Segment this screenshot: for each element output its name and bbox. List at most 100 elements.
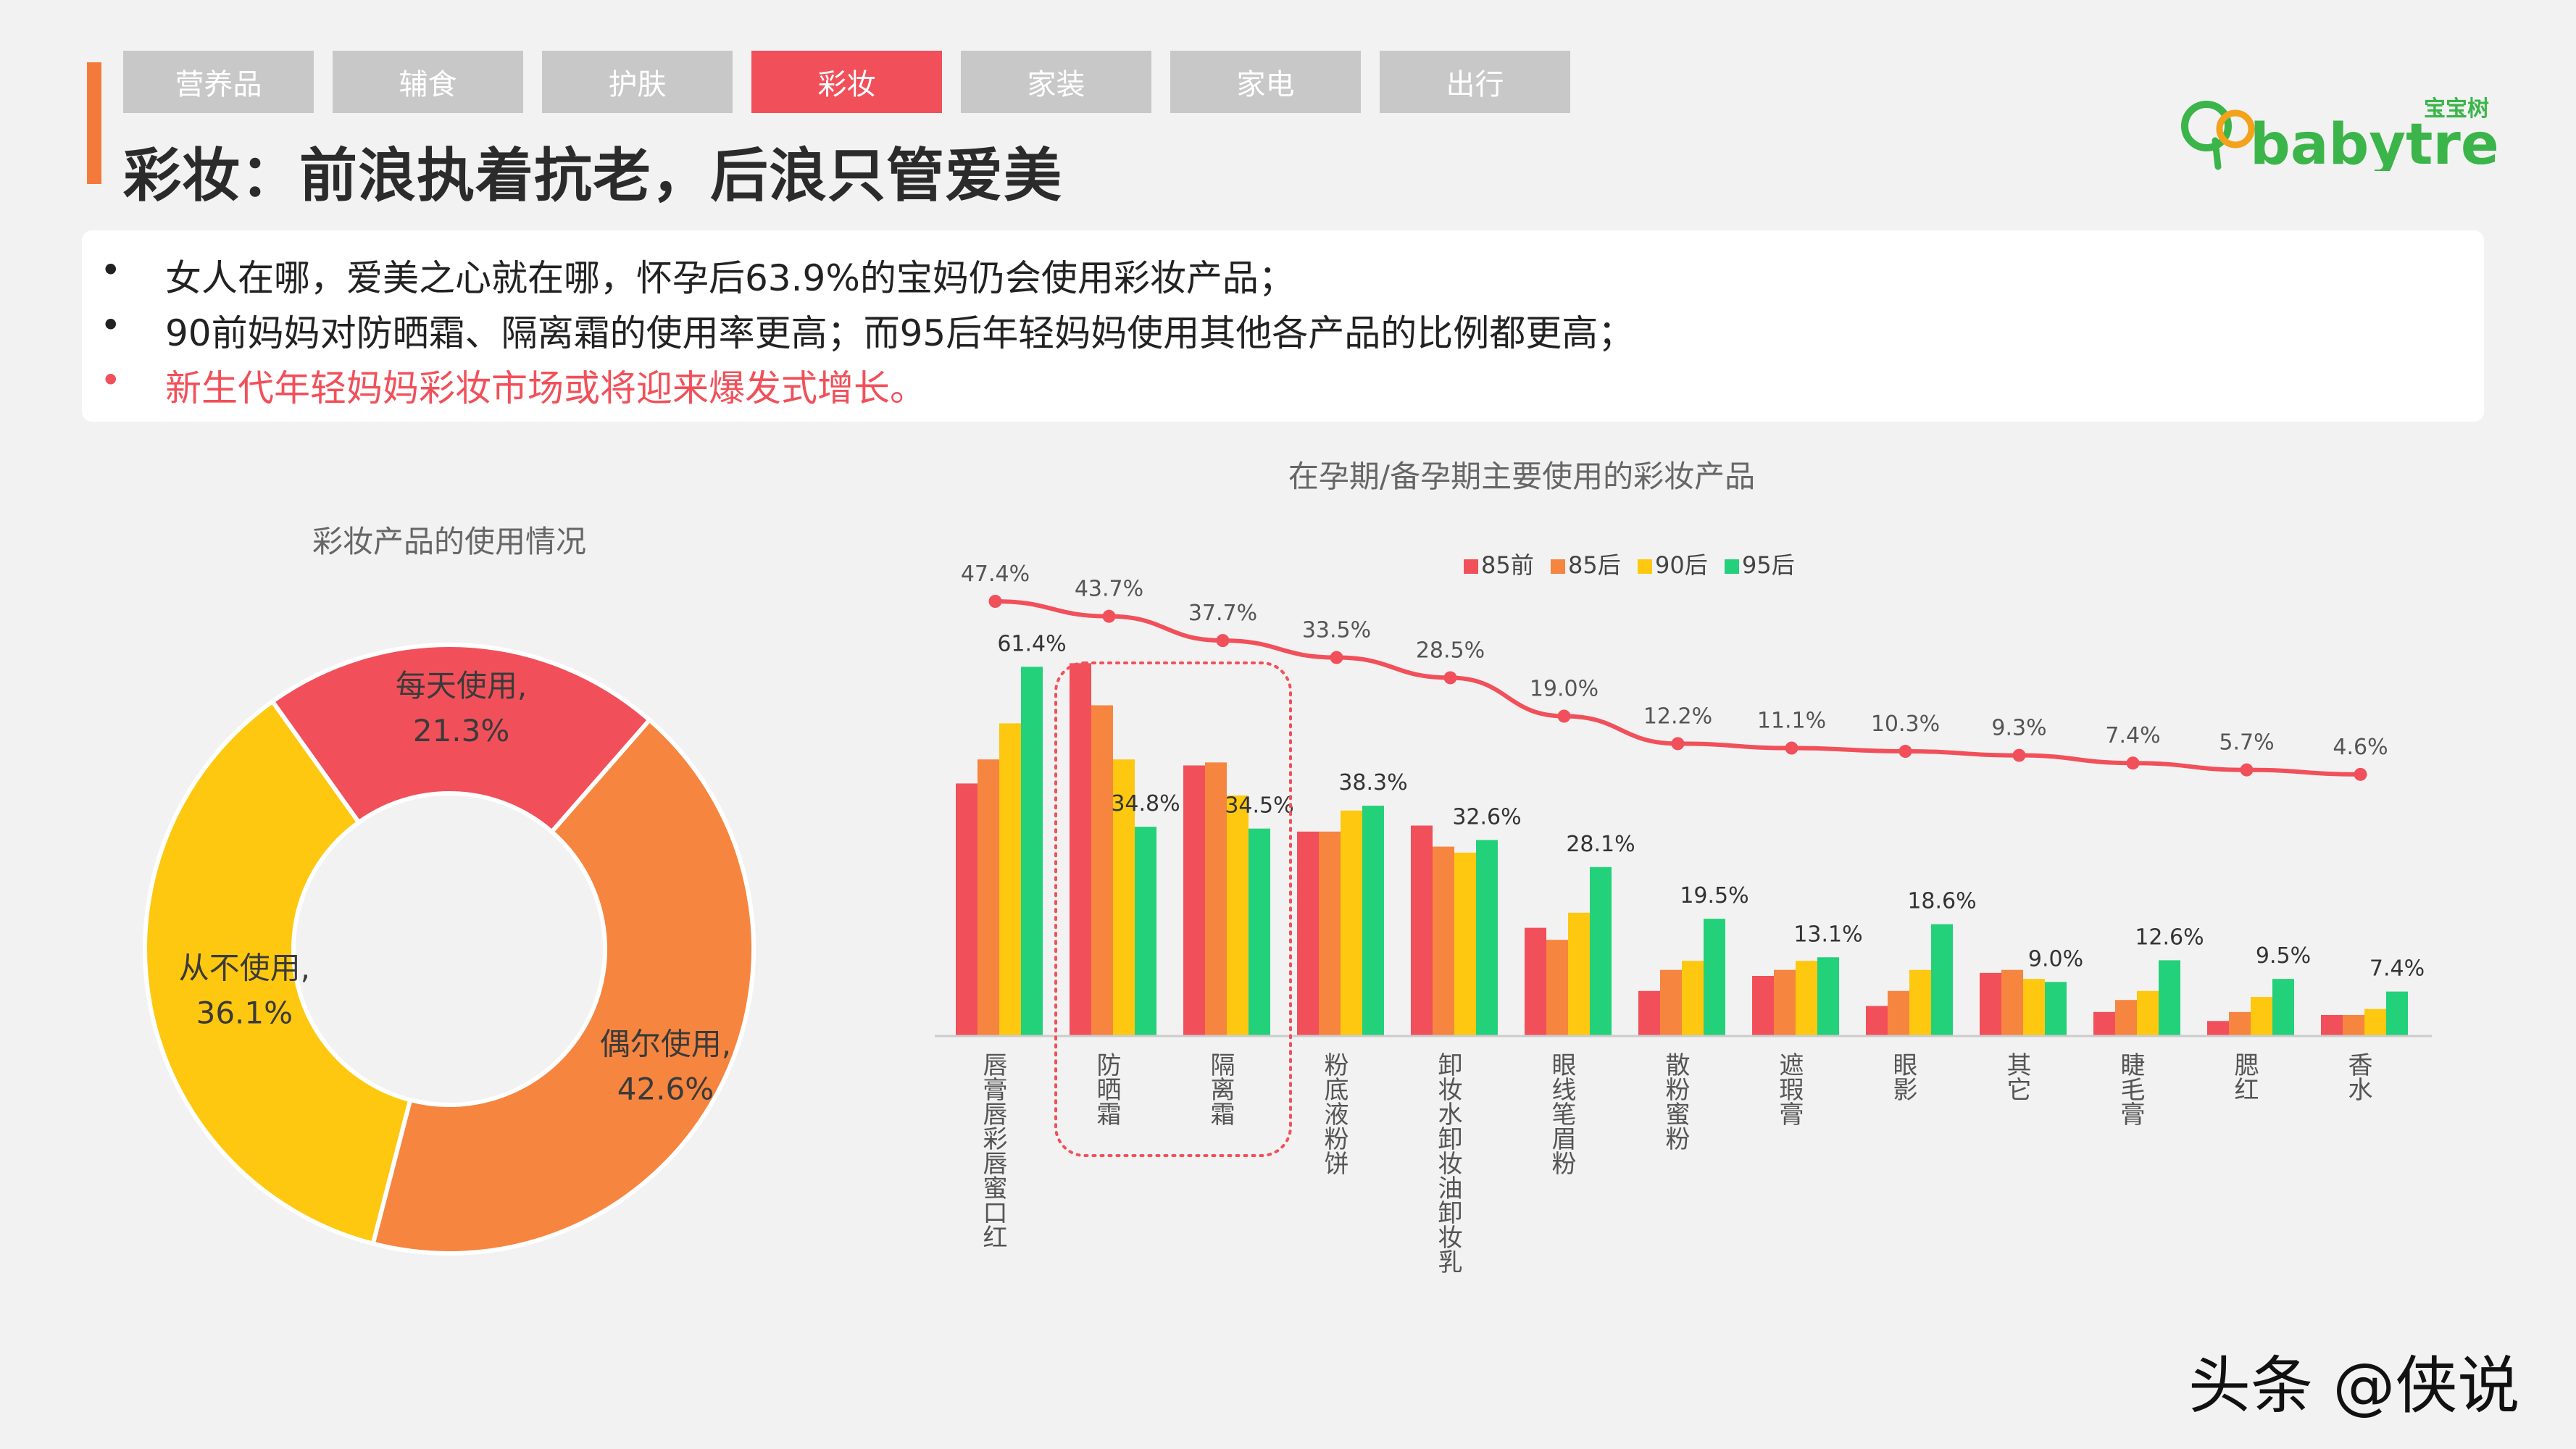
tab-makeup[interactable]: 彩妆 [751, 51, 942, 113]
bar-value-label: 7.4% [2369, 956, 2425, 982]
babytree-logo: 宝宝树 babytree [2181, 96, 2496, 171]
line-point [1443, 671, 1457, 685]
category-label: 散 [1666, 1051, 1691, 1080]
category-label: 粉 [1325, 1125, 1349, 1154]
bar [2001, 969, 2023, 1036]
logo-word: babytree [2250, 112, 2496, 171]
bar [1704, 919, 1725, 1036]
category-label: 唇 [983, 1150, 1008, 1179]
tab-complementary-food[interactable]: 辅食 [333, 51, 523, 113]
bar [1433, 846, 1454, 1036]
legend-label: 90后 [1655, 551, 1708, 579]
category-label: 它 [2007, 1076, 2032, 1105]
line-value-label: 9.3% [1991, 716, 2046, 741]
line-value-label: 10.3% [1871, 711, 1940, 737]
line-point [1216, 634, 1230, 648]
line-point [1557, 709, 1571, 723]
line-point [2126, 756, 2140, 770]
bar [1227, 796, 1249, 1036]
line-point [988, 595, 1002, 608]
category-label: 晒 [1097, 1076, 1122, 1105]
bullet-text: 女人在哪，爱美之心就在哪，怀孕后63.9%的宝妈仍会使用彩妆产品； [165, 257, 1295, 299]
line-point [2012, 748, 2026, 762]
category-label: 笔 [1552, 1101, 1577, 1129]
bar [1638, 990, 1660, 1036]
bar-value-label: 32.6% [1452, 804, 1521, 830]
bar [1525, 927, 1546, 1036]
line-value-label: 11.1% [1757, 709, 1826, 734]
bar [1590, 867, 1612, 1036]
legend-swatch [1638, 559, 1652, 574]
bar [1546, 940, 1568, 1036]
tab-skincare[interactable]: 护肤 [542, 51, 733, 113]
line-point [1102, 609, 1116, 623]
tab-appliances[interactable]: 家电 [1170, 51, 1361, 113]
highlight-box [1054, 661, 1292, 1157]
legend-swatch [1551, 559, 1565, 574]
pie-slice-value: 36.1% [196, 995, 293, 1030]
bar [999, 723, 1021, 1036]
tab-nutrition[interactable]: 营养品 [123, 51, 314, 113]
bar [1476, 840, 1498, 1036]
bar [1070, 663, 1091, 1036]
bar [1341, 810, 1362, 1036]
category-label: 香 [2348, 1051, 2373, 1080]
category-label: 粉 [1552, 1150, 1577, 1179]
page-title: 彩妆：前浪执着抗老，后浪只管爱美 [123, 142, 1062, 209]
bar [2386, 991, 2408, 1036]
category-label: 红 [2235, 1076, 2259, 1105]
category-label: 蜜 [983, 1174, 1008, 1203]
line-value-label: 28.5% [1416, 638, 1485, 663]
chart-legend: 85前 85后 90后 95后 [1464, 551, 1795, 579]
bar [1817, 957, 1839, 1036]
bar [1866, 1006, 1888, 1036]
category-label: 彩 [983, 1125, 1008, 1154]
tab-travel[interactable]: 出行 [1380, 51, 1570, 113]
bullet-dot: • [100, 359, 122, 401]
category-label: 霜 [1211, 1101, 1235, 1129]
bar [1205, 762, 1227, 1036]
bar [1319, 831, 1341, 1036]
category-label: 红 [983, 1224, 1008, 1253]
usage-donut-chart: 彩妆产品的使用情况 每天使用, 21.3% 偶尔使用, 42.6% 从不使用, 36.1% [143, 524, 756, 1256]
bar [1454, 852, 1476, 1036]
pie-slice-label: 每天使用, [396, 668, 527, 703]
bar [2023, 979, 2045, 1036]
line-value-label: 12.2% [1643, 703, 1712, 729]
bar-value-label: 9.0% [2028, 946, 2083, 972]
bullet-item: • 90前妈妈对防晒霜、隔离霜的使用率更高；而95后年轻妈妈使用其他各产品的比例… [100, 304, 1634, 356]
bar [1297, 831, 1319, 1036]
bar [2321, 1014, 2343, 1036]
bar [2272, 979, 2294, 1036]
category-label: 唇 [983, 1051, 1008, 1080]
bar [1682, 961, 1704, 1036]
category-label: 妆 [1438, 1224, 1463, 1253]
tab-home-decor[interactable]: 家装 [961, 51, 1151, 113]
line-value-label: 5.7% [2219, 730, 2274, 756]
line-value-label: 4.6% [2333, 735, 2388, 760]
category-label: 口 [983, 1199, 1008, 1228]
bar [2137, 990, 2159, 1036]
category-label: 粉 [1666, 1125, 1691, 1154]
category-label: 遮 [1780, 1051, 1804, 1080]
category-label: 线 [1552, 1076, 1577, 1105]
category-label: 睫 [2121, 1051, 2146, 1080]
bar [1660, 969, 1682, 1036]
bar-value-label: 9.5% [2256, 943, 2311, 969]
bar [1774, 969, 1796, 1036]
category-label: 其 [2007, 1051, 2032, 1080]
line-point [1330, 651, 1343, 664]
bullet-item-highlight: • 新生代年轻妈妈彩妆市场或将迎来爆发式增长。 [100, 359, 926, 412]
bar [1888, 990, 1909, 1036]
bar-value-label: 28.1% [1566, 832, 1635, 857]
category-label: 膏 [1780, 1101, 1804, 1129]
logo-tag: 宝宝树 [2424, 96, 2489, 122]
bar-value-label: 34.8% [1111, 791, 1180, 817]
category-label: 影 [1893, 1076, 1918, 1105]
line-value-label: 37.7% [1188, 601, 1257, 626]
pie-slice [143, 698, 413, 1247]
bar-value-label: 38.3% [1338, 770, 1407, 796]
line-value-label: 33.5% [1302, 618, 1371, 643]
category-label: 粉 [1325, 1051, 1349, 1080]
makeup-products-bar-chart: 在孕期/备孕期主要使用的彩妆产品 85前 85后 90后 95后 61.4% 34.8%… [935, 459, 2432, 1277]
